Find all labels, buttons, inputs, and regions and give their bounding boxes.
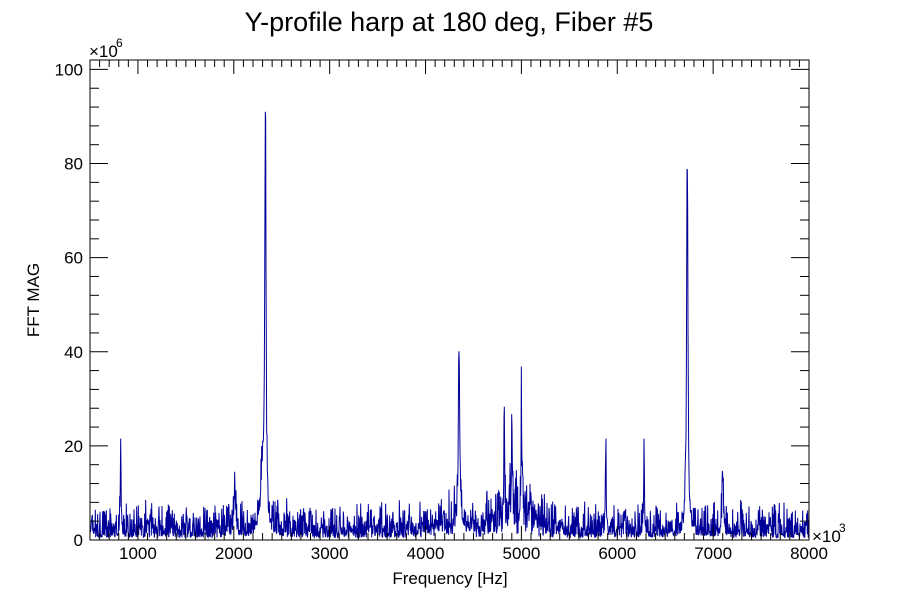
- x-tick-label: 1000: [119, 544, 157, 563]
- y-tick-label: 100: [55, 60, 83, 79]
- y-tick-label: 20: [64, 437, 83, 456]
- y-tick-label: 40: [64, 343, 83, 362]
- x-tick-label: 4000: [407, 544, 445, 563]
- x-axis-label: Frequency [Hz]: [392, 569, 507, 588]
- y-tick-label: 80: [64, 155, 83, 174]
- y-multiplier-exponent: 6: [116, 36, 123, 50]
- x-multiplier-base: ×10: [812, 527, 841, 546]
- y-axis-ticks: [90, 68, 809, 541]
- x-tick-label: 5000: [502, 544, 540, 563]
- chart-title: Y-profile harp at 180 deg, Fiber #5: [245, 7, 654, 37]
- x-tick-label: 8000: [790, 544, 828, 563]
- x-multiplier-exponent: 3: [839, 521, 846, 535]
- x-tick-label: 2000: [215, 544, 253, 563]
- y-tick-label: 60: [64, 249, 83, 268]
- fft-series-line: [89, 111, 810, 540]
- plot-frame: [89, 59, 810, 541]
- plot-area: [89, 111, 810, 540]
- x-tick-label: 7000: [694, 544, 732, 563]
- x-tick-label: 6000: [598, 544, 636, 563]
- x-axis-tick-labels: 1000 2000 3000 4000 5000 6000 7000 8000: [119, 544, 828, 563]
- y-multiplier-base: ×10: [89, 42, 118, 61]
- y-axis-multiplier: ×10 6: [89, 36, 123, 61]
- x-axis-ticks: [89, 60, 810, 540]
- x-axis-multiplier: ×10 3: [812, 521, 846, 546]
- y-axis-label: FFT MAG: [24, 263, 43, 337]
- y-tick-label: 0: [74, 531, 83, 550]
- y-axis-tick-labels: 0 20 40 60 80 100: [55, 60, 83, 550]
- x-tick-label: 3000: [311, 544, 349, 563]
